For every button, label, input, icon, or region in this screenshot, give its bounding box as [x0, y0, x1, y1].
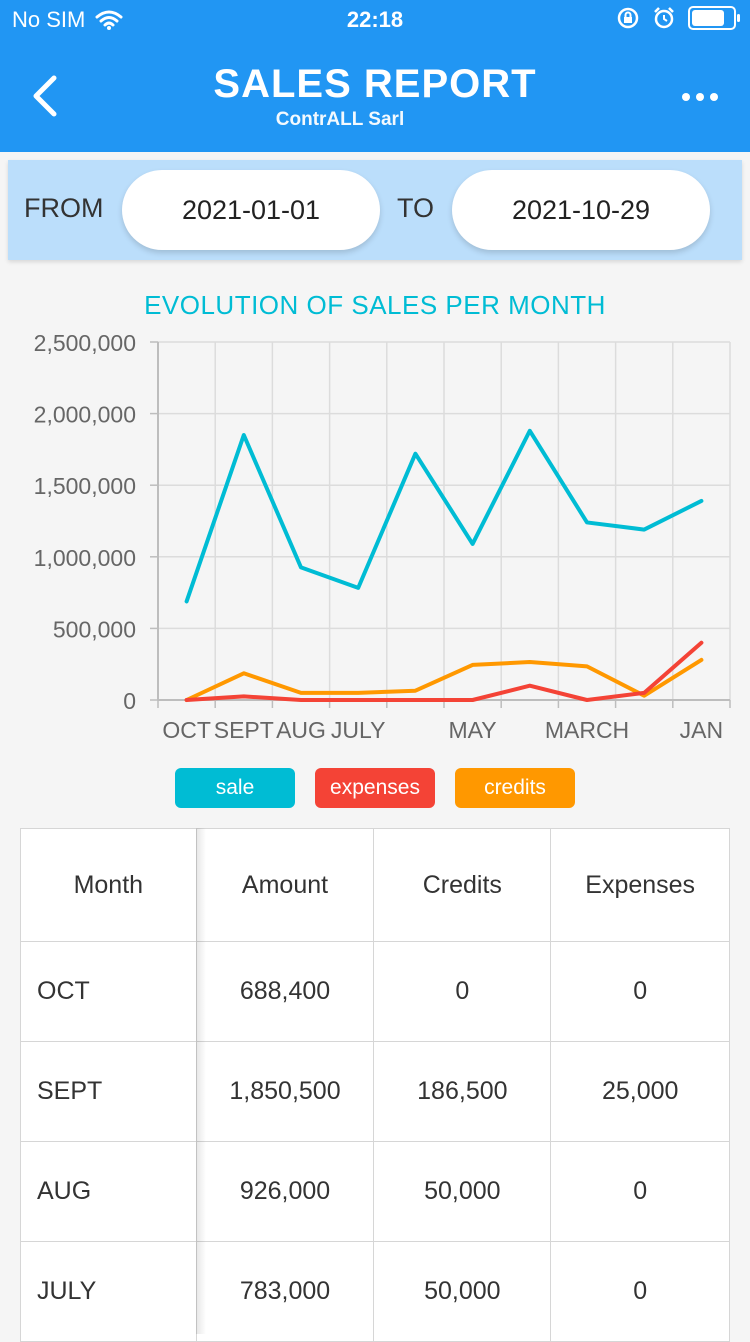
chevron-left-icon[interactable] — [26, 70, 66, 122]
table-row: SEPT 1,850,500 186,500 25,000 — [20, 1041, 730, 1142]
status-left: No SIM — [12, 7, 123, 33]
x-tick-label: MAY — [449, 717, 497, 743]
y-tick-label: 1,000,000 — [34, 545, 136, 571]
company-subtitle: ContrALL Sarl — [275, 109, 405, 130]
table-cell: 783,000 — [195, 1241, 375, 1342]
battery-fill — [692, 10, 724, 26]
column-header-amount[interactable]: Amount — [195, 828, 375, 942]
sales-table: Month Amount Credits Expenses OCT 688,400 0 0 S… — [20, 828, 730, 1342]
status-bar: No SIM 22:18 — [0, 0, 750, 40]
dot — [696, 93, 704, 101]
table-row: OCT 688,400 0 0 — [20, 941, 730, 1042]
chart-legend: sale expenses credits — [0, 768, 750, 808]
from-label: FROM — [24, 193, 104, 223]
legend-item-expenses[interactable]: expenses — [315, 768, 435, 808]
table-cell: SEPT — [20, 1041, 197, 1142]
y-tick-label: 500,000 — [53, 616, 136, 642]
table-cell: AUG — [20, 1141, 197, 1242]
rotation-lock-icon — [617, 7, 639, 29]
table-cell: 688,400 — [195, 941, 375, 1042]
x-tick-label: OCT — [162, 717, 211, 743]
battery-icon — [688, 6, 740, 30]
table-cell: 0 — [550, 941, 730, 1042]
series-line-expenses — [184, 640, 704, 702]
table-cell: 50,000 — [373, 1241, 552, 1342]
dot — [682, 93, 690, 101]
y-tick-label: 1,500,000 — [34, 473, 136, 499]
app-bar: No SIM 22:18 — [0, 0, 750, 152]
legend-item-sale[interactable]: sale — [175, 768, 295, 808]
series-line-credits — [184, 657, 704, 702]
table-header-row: Month Amount Credits Expenses — [20, 828, 730, 942]
x-tick-label: MARCH — [545, 717, 629, 743]
to-date-button[interactable]: 2021-10-29 — [452, 170, 710, 250]
dot — [710, 93, 718, 101]
y-tick-label: 2,500,000 — [34, 330, 136, 356]
table-cell: 0 — [373, 941, 552, 1042]
column-header-expenses[interactable]: Expenses — [550, 828, 730, 942]
x-tick-label: SEPT — [214, 717, 274, 743]
wifi-icon — [95, 10, 123, 30]
title-block: SALES REPORT ContrALL Sarl — [0, 62, 750, 131]
x-tick-label: JAN — [680, 717, 723, 743]
to-label: TO — [397, 193, 435, 223]
column-header-month[interactable]: Month — [20, 828, 197, 942]
chart-title: EVOLUTION OF SALES PER MONTH — [144, 290, 606, 320]
table-cell: JULY — [20, 1241, 197, 1342]
carrier-label: No SIM — [12, 7, 86, 32]
table-row: JULY 783,000 50,000 0 — [20, 1241, 730, 1342]
status-right — [616, 6, 740, 30]
from-date-button[interactable]: 2021-01-01 — [122, 170, 380, 250]
table-cell: 50,000 — [373, 1141, 552, 1242]
column-header-credits[interactable]: Credits — [373, 828, 552, 942]
table-cell: 0 — [550, 1141, 730, 1242]
series-line-sale — [184, 428, 704, 604]
table-cell: 186,500 — [373, 1041, 552, 1142]
table-cell: 0 — [550, 1241, 730, 1342]
status-time: 22:18 — [346, 7, 404, 32]
sales-line-chart: 0 500,000 1,000,000 1,500,000 2,000,000 2,500… — [34, 330, 731, 743]
table-cell: 1,850,500 — [195, 1041, 375, 1142]
date-range-card: FROM 2021-01-01 TO 2021-10-29 — [8, 160, 742, 260]
page-title: SALES REPORT — [213, 62, 537, 106]
table-row: AUG 926,000 50,000 0 — [20, 1141, 730, 1242]
y-tick-label: 0 — [123, 688, 136, 714]
table-cell: 25,000 — [550, 1041, 730, 1142]
alarm-icon — [654, 7, 674, 29]
table-cell: 926,000 — [195, 1141, 375, 1242]
y-tick-label: 2,000,000 — [34, 402, 136, 428]
table-cell: OCT — [20, 941, 197, 1042]
x-tick-label: AUG — [276, 717, 326, 743]
x-tick-label: JULY — [331, 717, 386, 743]
more-horizontal-icon[interactable] — [678, 85, 722, 109]
legend-item-credits[interactable]: credits — [455, 768, 575, 808]
